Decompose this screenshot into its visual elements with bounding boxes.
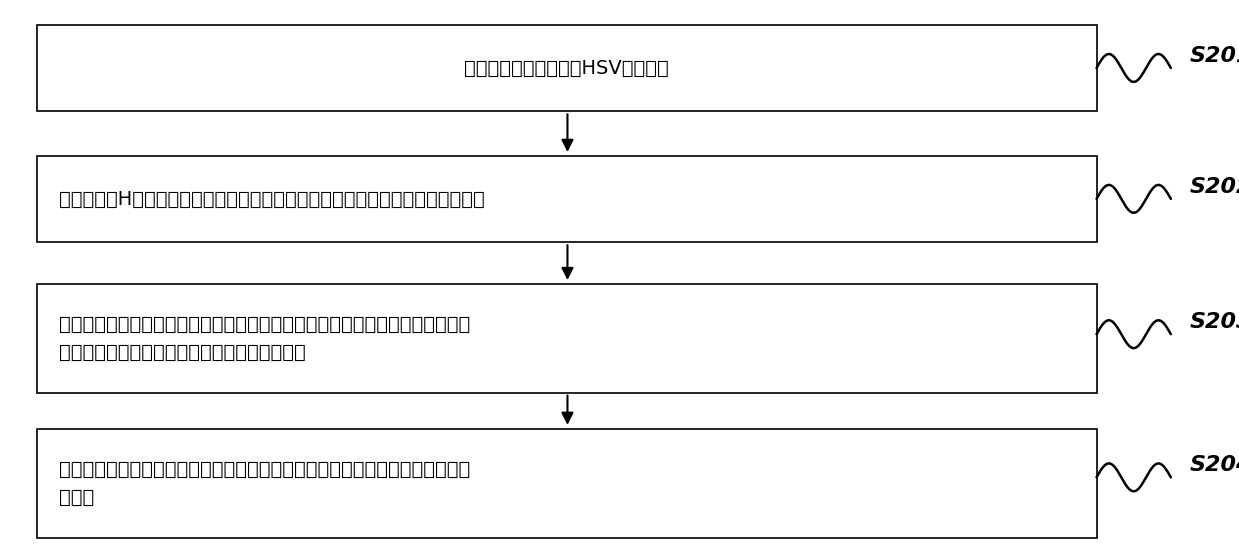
Text: S203: S203: [1189, 312, 1239, 332]
Text: S202: S202: [1189, 177, 1239, 197]
Text: 将显著性区域坐标与输入图像的坐标对应，根据对应后的坐标对输入图像进行裁
剪，得到物体级别和局部级别的显著性区域切片: 将显著性区域坐标与输入图像的坐标对应，根据对应后的坐标对输入图像进行裁 剪，得到…: [59, 315, 471, 362]
Text: 设置不同的H值阈值对注意力分布图进行二值化处理，得到不同层次的显著性区域: 设置不同的H值阈值对注意力分布图进行二值化处理，得到不同层次的显著性区域: [59, 189, 486, 209]
Text: 将注意力分布图转换到HSV颜色空间: 将注意力分布图转换到HSV颜色空间: [465, 58, 669, 78]
Text: S204: S204: [1189, 455, 1239, 475]
Bar: [37, 156, 1097, 242]
Bar: [37, 284, 1097, 393]
Text: 根据物体级别和局部级别的显著性区域切片分别训练物体级分类网络和局部级分
类网络: 根据物体级别和局部级别的显著性区域切片分别训练物体级分类网络和局部级分 类网络: [59, 460, 471, 507]
Bar: [37, 429, 1097, 538]
Bar: [37, 25, 1097, 111]
Text: S201: S201: [1189, 46, 1239, 66]
